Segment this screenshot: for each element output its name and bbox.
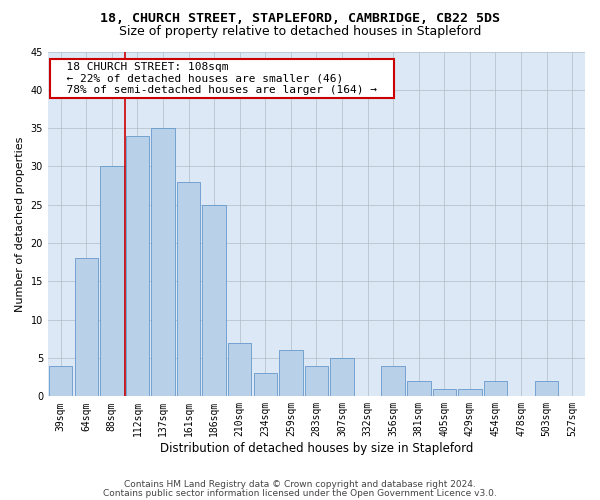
Bar (151, 128, 175, 396)
Bar (458, 388, 482, 396)
Bar (330, 358, 354, 397)
Bar (433, 388, 456, 396)
Text: 18 CHURCH STREET: 108sqm  
  ← 22% of detached houses are smaller (46)  
  78% o: 18 CHURCH STREET: 108sqm ← 22% of detach… (53, 62, 391, 95)
Bar (484, 381, 507, 396)
Bar (177, 182, 200, 396)
Bar (382, 366, 405, 396)
Bar (305, 366, 328, 396)
Bar (74, 258, 98, 396)
Y-axis label: Number of detached properties: Number of detached properties (15, 136, 25, 312)
Bar (49, 366, 73, 396)
Text: 18, CHURCH STREET, STAPLEFORD, CAMBRIDGE, CB22 5DS: 18, CHURCH STREET, STAPLEFORD, CAMBRIDGE… (100, 12, 500, 26)
Bar (254, 374, 277, 396)
Bar (407, 381, 431, 396)
Bar (535, 381, 559, 396)
X-axis label: Distribution of detached houses by size in Stapleford: Distribution of detached houses by size … (160, 442, 473, 455)
Bar (228, 342, 251, 396)
Bar (279, 350, 302, 397)
Text: Contains HM Land Registry data © Crown copyright and database right 2024.: Contains HM Land Registry data © Crown c… (124, 480, 476, 489)
Bar (202, 205, 226, 396)
Text: Contains public sector information licensed under the Open Government Licence v3: Contains public sector information licen… (103, 488, 497, 498)
Bar (100, 166, 124, 396)
Text: Size of property relative to detached houses in Stapleford: Size of property relative to detached ho… (119, 25, 481, 38)
Bar (125, 136, 149, 396)
